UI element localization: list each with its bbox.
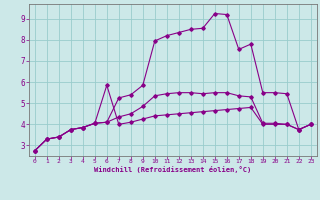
X-axis label: Windchill (Refroidissement éolien,°C): Windchill (Refroidissement éolien,°C): [94, 166, 252, 173]
